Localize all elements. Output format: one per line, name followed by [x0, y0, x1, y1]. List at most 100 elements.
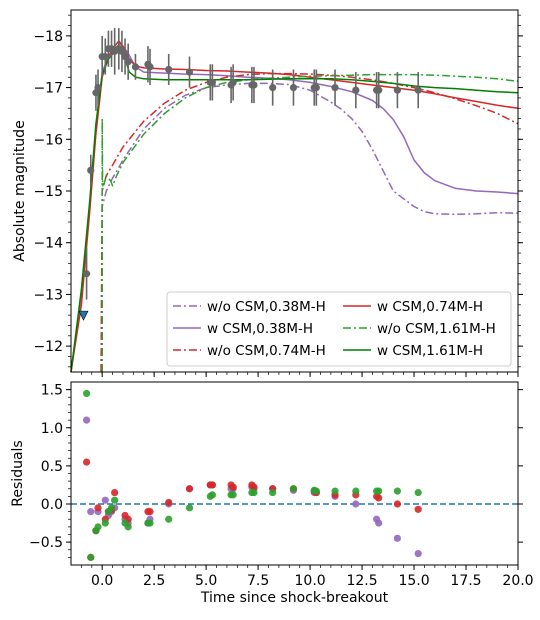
residual-point-2 [229, 483, 237, 491]
legend-label: w/o CSM,0.74M-H [207, 343, 326, 359]
residual-point-1 [375, 519, 383, 527]
residual-point-2 [208, 481, 216, 489]
legend-label: w CSM,0.38M-H [207, 321, 313, 337]
y-tick-label: −18 [33, 29, 63, 45]
observed-point [124, 58, 132, 66]
residual-point-3 [269, 488, 277, 497]
residuals-panel: −0.5 0.0 0.5 1.0 1.5 0.0 2.5 5.0 7.5 10.0 12.5 15.… [10, 381, 534, 606]
observed-point [101, 52, 109, 61]
residual-point-1 [393, 534, 402, 542]
observed-point [414, 86, 422, 94]
residual-point-3 [94, 523, 102, 531]
observed-point [208, 78, 216, 86]
observed-point [289, 83, 298, 92]
top-x-ticks [81, 372, 519, 377]
x-tick-label: 12.5 [346, 573, 377, 589]
observed-point [331, 83, 339, 92]
light-curve-panel: −18 −17 −16 −15 −14 −13 −12 Absolute magnitude… [12, 9, 523, 377]
observed-point [229, 78, 237, 86]
residual-point-1 [101, 496, 109, 504]
observed-point [393, 86, 402, 94]
x-tick-label: 5.0 [195, 573, 217, 589]
residual-point-3 [82, 389, 91, 398]
x-axis: 0.0 2.5 5.0 7.5 10.0 12.5 15.0 17.5 20.0 [81, 565, 534, 589]
y-tick-label: −15 [33, 184, 63, 200]
y-tick-label: −17 [33, 81, 63, 97]
residual-point-2 [82, 458, 91, 466]
y-axis-label-residuals: Residuals [10, 440, 26, 506]
legend-label: w/o CSM,1.61M-H [377, 321, 496, 337]
residual-point-3 [208, 491, 216, 499]
x-tick-label: 7.5 [247, 573, 269, 589]
residual-point-3 [250, 488, 258, 497]
observed-point [312, 83, 320, 92]
y-tick-label: −0.5 [29, 535, 63, 551]
model-curve-1 [100, 82, 519, 373]
x-tick-label: 17.5 [450, 573, 481, 589]
residual-point-3 [146, 519, 154, 527]
residual-point-3 [312, 487, 320, 495]
residual-point-3 [124, 523, 132, 531]
bottom-y-axis: −0.5 0.0 0.5 1.0 1.5 [29, 383, 523, 558]
y-tick-label: 0.5 [41, 459, 63, 475]
x-axis-label: Time since shock-breakout [200, 590, 389, 606]
residual-point-1 [87, 508, 95, 516]
residual-point-1 [82, 416, 91, 424]
legend-label: w/o CSM,0.38M-H [207, 299, 326, 315]
observed-point [269, 83, 277, 92]
residual-point-2 [94, 504, 102, 512]
residual-point-3 [165, 515, 173, 523]
bottom-axes-frame [70, 381, 519, 566]
residual-point-3 [107, 504, 116, 512]
residual-point-2 [185, 485, 194, 493]
residual-point-3 [111, 496, 119, 504]
observed-points [78, 28, 422, 321]
y-axis-label-magnitude: Absolute magnitude [12, 120, 28, 261]
residual-point-3 [185, 504, 194, 512]
x-tick-label: 20.0 [502, 573, 533, 589]
y-tick-label: 1.0 [41, 421, 63, 437]
observed-point [185, 68, 194, 76]
y-tick-label: 1.5 [41, 383, 63, 399]
residual-points [82, 389, 422, 561]
legend-label: w CSM,0.74M-H [377, 299, 483, 315]
observed-point [131, 63, 140, 71]
observed-point [87, 166, 95, 174]
residual-point-3 [331, 487, 339, 495]
y-tick-label: −16 [33, 132, 63, 148]
observed-point [82, 270, 91, 278]
residual-point-3 [87, 553, 95, 561]
observed-point [352, 86, 360, 94]
legend-label: w CSM,1.61M-H [377, 343, 483, 359]
y-tick-label: 0.0 [41, 497, 63, 513]
y-tick-label: −12 [33, 339, 63, 355]
residual-point-1 [414, 549, 422, 558]
residual-point-3 [414, 488, 422, 497]
residual-point-2 [165, 498, 173, 507]
residual-point-2 [393, 500, 402, 508]
observed-point [375, 86, 383, 94]
residual-point-3 [101, 519, 109, 527]
residual-point-1 [352, 500, 360, 508]
observed-point [250, 81, 258, 89]
observed-point [121, 52, 129, 61]
y-tick-label: −13 [33, 287, 63, 303]
x-tick-label: 15.0 [398, 573, 429, 589]
observed-point [94, 83, 102, 92]
x-tick-label: 2.5 [143, 573, 165, 589]
residual-point-2 [111, 488, 119, 497]
observed-point [146, 63, 154, 71]
residual-point-2 [146, 508, 154, 516]
residual-point-2 [375, 494, 383, 502]
residual-point-3 [352, 487, 360, 495]
residual-point-3 [289, 485, 298, 493]
residual-point-3 [375, 487, 383, 495]
residual-point-2 [414, 505, 422, 513]
top-y-axis: −18 −17 −16 −15 −14 −13 −12 [33, 14, 523, 368]
upper-limit-marker [78, 310, 89, 321]
model-curve-5 [101, 73, 519, 372]
observed-point [118, 47, 126, 55]
residual-point-3 [229, 491, 237, 499]
y-tick-label: −14 [33, 236, 63, 252]
